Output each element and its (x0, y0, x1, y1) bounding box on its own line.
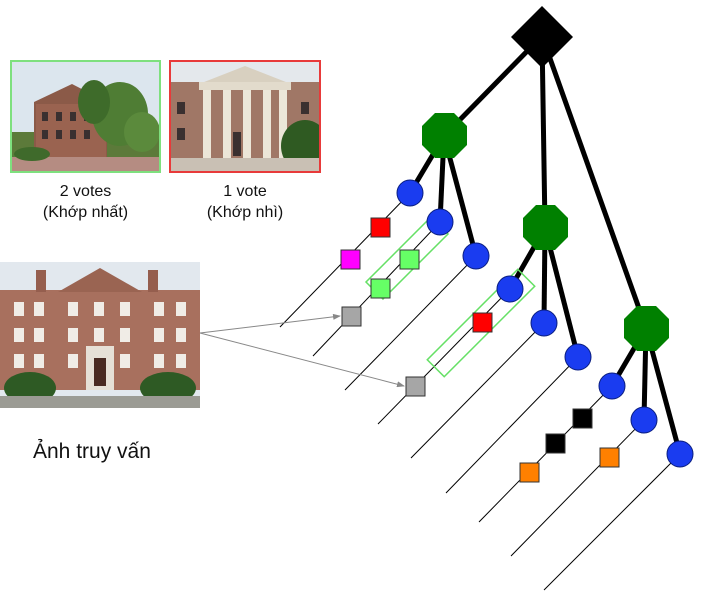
best-match-image (10, 60, 161, 173)
query-image-label: Ảnh truy vấn (33, 440, 151, 463)
leaf-node (630, 406, 658, 434)
leaf-nodes (396, 179, 694, 468)
second-match-caption: 1 vote (Khớp nhì) (169, 181, 321, 223)
entry-light-green (370, 278, 391, 299)
entry-black (572, 408, 593, 429)
leaf-node (598, 372, 626, 400)
second-match-votes: 1 vote (223, 183, 267, 200)
leaf-node (530, 309, 558, 337)
best-match-votes: 2 votes (59, 183, 112, 200)
second-match-rank: (Khớp nhì) (206, 204, 284, 221)
leaf-node (396, 179, 424, 207)
best-match-rank: (Khớp nhất) (42, 204, 129, 221)
root-node (511, 6, 573, 68)
internal-node-1 (422, 113, 467, 158)
internal-node-3 (624, 306, 669, 351)
entry-magenta (340, 249, 361, 270)
leaf-node (426, 208, 454, 236)
leaf-node (462, 242, 490, 270)
query-image (0, 262, 200, 408)
entry-gray (405, 376, 426, 397)
entry-gray (341, 306, 362, 327)
entry-light-green (399, 249, 420, 270)
internal-node-2 (523, 205, 568, 250)
entry-orange (519, 462, 540, 483)
second-match-image (169, 60, 321, 173)
entry-orange (599, 447, 620, 468)
leaf-node (496, 275, 524, 303)
leaf-node (564, 343, 592, 371)
entry-red (472, 312, 493, 333)
query-arrows (199, 313, 405, 388)
entry-black (545, 433, 566, 454)
best-match-caption: 2 votes (Khớp nhất) (10, 181, 161, 223)
posting-entries (340, 217, 620, 483)
entry-red (370, 217, 391, 238)
leaf-node (666, 440, 694, 468)
